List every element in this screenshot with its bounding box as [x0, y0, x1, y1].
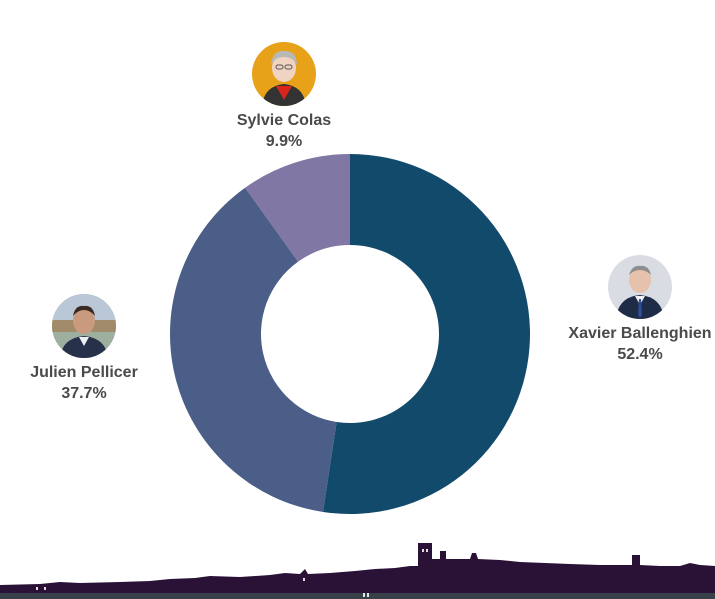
candidate-name: Xavier Ballenghien: [568, 325, 712, 342]
candidate-percent: 37.7%: [61, 385, 107, 402]
candidate-percent: 52.4%: [617, 346, 663, 363]
candidate-percent: 9.9%: [265, 133, 303, 150]
candidate-label-ballenghien: Xavier Ballenghien 52.4%: [562, 255, 715, 365]
donut-slice-sylvie-colas: [245, 154, 350, 262]
candidate-photo-pellicer: [52, 294, 116, 358]
candidate-label-colas: Sylvie Colas 9.9%: [224, 42, 344, 152]
candidate-label-pellicer: Julien Pellicer 37.7%: [22, 294, 146, 404]
candidate-photo-ballenghien: [608, 255, 672, 319]
donut-slice-xavier-ballenghien: [322, 154, 530, 514]
donut-slice-julien-pellicer: [169, 187, 337, 512]
candidate-photo-colas: [252, 42, 316, 106]
city-skyline-silhouette: [0, 543, 715, 599]
candidate-name: Julien Pellicer: [30, 364, 138, 381]
candidate-name: Sylvie Colas: [236, 112, 332, 129]
